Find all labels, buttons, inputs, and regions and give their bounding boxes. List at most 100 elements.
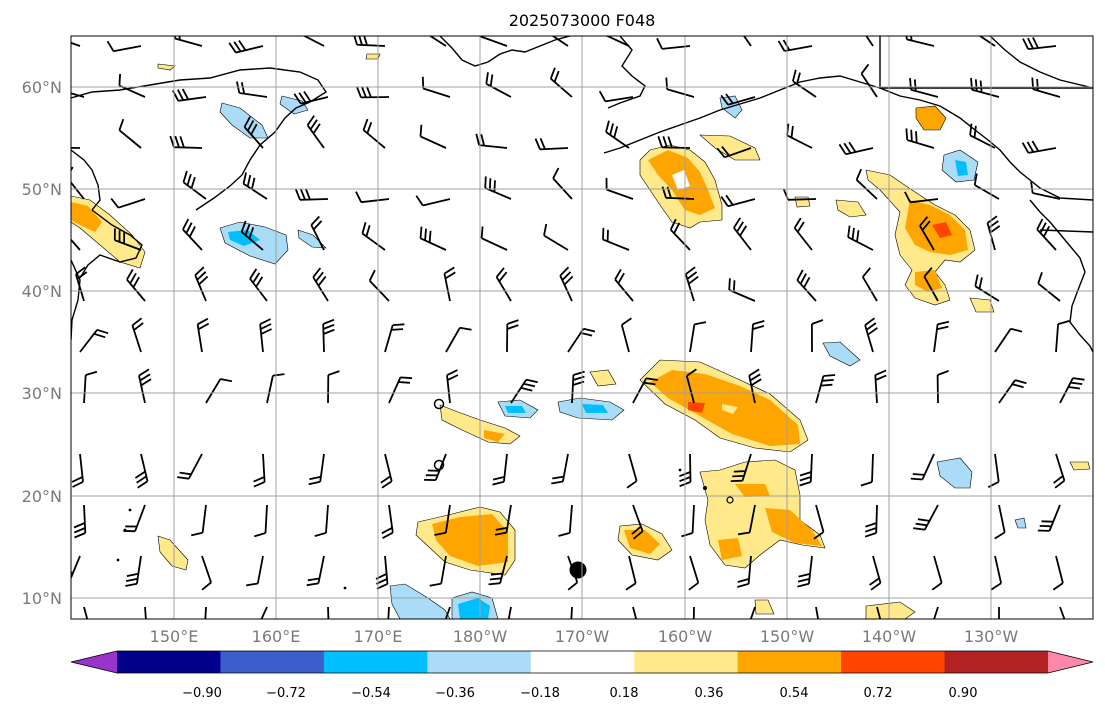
wind-barb [443,266,456,302]
wind-barb [931,555,943,591]
wind-barb [113,228,142,251]
wind-barb [190,504,207,537]
wind-barb [118,118,142,149]
wind-barb [1036,218,1057,251]
wind-barb [240,220,264,251]
wind-barb [567,327,596,353]
wind-barb [445,326,472,353]
wind-barb [933,606,939,619]
wind-barb [134,453,149,489]
lon-label: 160°E [252,627,301,646]
lat-label: 30°N [22,384,62,403]
wind-barb [1059,606,1066,619]
wind-barb [904,191,939,204]
lon-label: 160°W [658,627,713,646]
colorbar-label: −0.90 [182,686,222,701]
colorbar-extend-high [1048,651,1093,673]
wind-barb [306,555,325,587]
colorbar-swatch [427,651,532,673]
wind-barb [973,173,1000,200]
wind-barb [138,368,152,404]
wind-barb [302,36,325,47]
wind-barb [1030,181,1061,200]
wind-barb [71,41,81,47]
wind-barb [692,606,695,619]
wind-barb [919,216,935,251]
wind-barb [733,217,752,251]
wind-barb [494,504,512,536]
colorbar: −0.90 −0.72 −0.54 −0.36 −0.18 0.18 0.36 … [70,650,1094,701]
wind-barb [424,453,447,481]
wind-barb [998,606,1000,619]
wind-barb [71,222,81,251]
wind-barb [631,504,644,540]
wind-barb [254,504,268,538]
wind-barb [669,218,691,251]
wind-barb [177,453,203,480]
wind-barb [811,319,824,353]
lon-label: 150°E [150,627,199,646]
wind-barb [970,77,1000,98]
wind-barb [838,141,874,156]
wind-barb [987,453,1000,488]
colorbar-swatch [944,651,1049,673]
wind-barb [246,555,264,587]
colorbar-outline [70,650,1094,674]
wind-barb [71,555,81,581]
lon-label: 170°W [555,627,610,646]
wind-barb [492,453,508,486]
colorbar-label: −0.54 [351,686,391,701]
lon-label: 130°W [964,627,1019,646]
latitude-labels: 60°N 50°N 40°N 30°N 20°N 10°N [22,78,62,608]
lat-label: 50°N [22,180,62,199]
wind-barb [506,319,519,353]
wind-barb [485,72,512,98]
wind-barb [864,317,878,353]
gridlines [71,36,1093,619]
wind-barb [375,555,389,590]
wind-barb [626,453,638,489]
wind-barb [974,274,1000,302]
wind-barb [484,176,512,200]
wind-barb [994,504,1006,540]
wind-barb [259,318,272,353]
lat-label: 60°N [22,78,62,97]
wind-barb [716,146,752,159]
colorbar-label: 0.54 [780,686,809,701]
wind-barb [110,197,146,209]
wind-barb [730,453,752,482]
wind-barb [799,453,813,487]
wind-barb [381,504,394,539]
wind-barb [865,36,874,47]
wind-barb [293,90,329,105]
wind-barb [71,146,81,149]
wind-barb [990,555,1002,591]
wind-barb [353,36,386,47]
wind-barb [614,268,634,302]
wind-barb [876,606,882,619]
wind-barb [684,266,699,302]
wind-barb [1059,377,1085,404]
wind-barb [434,504,451,536]
colorbar-swatch [737,651,842,673]
wind-barb [182,218,203,251]
lat-label: 10°N [22,589,62,608]
wind-barb [388,376,413,404]
colorbar-swatch [220,651,325,673]
wind-barb [864,504,878,538]
wind-barb [862,267,878,302]
wind-barb [444,606,451,619]
wind-barb [294,188,329,201]
wind-barb [173,36,203,47]
wind-barb [793,217,813,251]
lon-label: 140°W [862,627,917,646]
colorbar-swatch [117,651,221,673]
wind-barb [797,555,813,588]
wind-barb [446,369,459,404]
colorbar-swatches [70,650,1094,674]
wind-barb [688,555,700,591]
wind-barb [196,317,210,353]
wind-barb [322,318,335,353]
wind-barb [428,36,447,47]
wind-barb [310,215,325,251]
